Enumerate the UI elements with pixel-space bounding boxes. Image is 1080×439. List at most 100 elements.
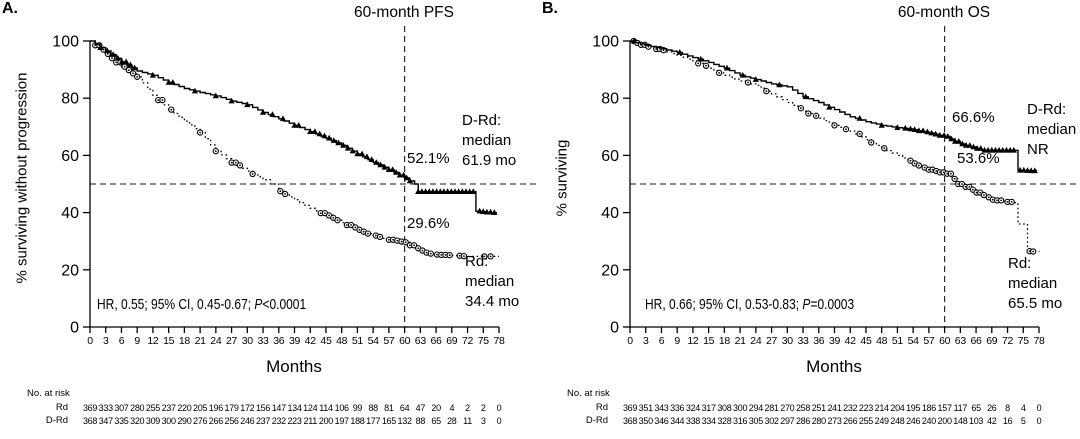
censor-marker-circle-dot <box>705 64 707 67</box>
at-risk-count: 132 <box>398 416 412 426</box>
censor-marker-circle-dot <box>964 186 967 188</box>
censor-marker-triangle <box>894 124 901 130</box>
censor-marker-circle-dot <box>404 241 407 244</box>
at-risk-count: 350 <box>639 416 653 426</box>
censor-marker-triangle <box>944 133 951 139</box>
censor-marker-triangle <box>212 92 219 99</box>
at-risk-count: 2 <box>481 403 486 413</box>
x-axis-label: Months <box>266 357 322 376</box>
censor-marker-triangle <box>279 115 287 122</box>
at-risk-count: 65 <box>431 416 441 426</box>
at-risk-header: No. at risk <box>567 388 610 399</box>
y-tick-label: 40 <box>61 205 79 222</box>
y-tick-label: 80 <box>601 91 619 108</box>
panel-title: 60-month PFS <box>354 4 454 21</box>
x-tick-label: 30 <box>782 335 794 347</box>
x-tick-label: 27 <box>226 335 238 347</box>
x-tick-label: 3 <box>103 335 109 347</box>
at-risk-count: 4 <box>449 403 454 413</box>
censor-marker-triangle <box>1031 167 1038 174</box>
censor-marker-triangle <box>959 140 966 147</box>
censor-marker-circle-dot <box>106 53 109 55</box>
at-risk-count: 290 <box>177 416 191 426</box>
censor-marker-triangle <box>349 147 356 154</box>
censor-marker-triangle <box>491 209 498 215</box>
survival-curve-rd <box>90 40 499 258</box>
rd-median-line: Rd: <box>465 253 489 270</box>
censor-marker-circle-dot <box>358 228 361 231</box>
x-tick-label: 72 <box>462 335 474 347</box>
drd-median-annotation: D-Rd: median 61.9 mo <box>462 111 516 171</box>
at-risk-count: 276 <box>193 416 207 426</box>
censor-marker-circle-dot <box>444 254 447 256</box>
rd-landmark-rate: 29.6% <box>407 215 450 232</box>
rd-median-line: median <box>465 273 515 290</box>
at-risk-count: 347 <box>99 416 113 426</box>
at-risk-count: 134 <box>287 403 301 413</box>
p-symbol: P <box>802 296 811 313</box>
at-risk-count: 3 <box>481 416 486 426</box>
at-risk-count: 5 <box>1021 416 1026 426</box>
x-tick-label: 9 <box>674 335 680 347</box>
at-risk-count: 124 <box>303 403 317 413</box>
censor-marker-triangle <box>970 143 977 150</box>
censor-marker-circle-dot <box>199 131 202 134</box>
censor-marker-triangle <box>165 79 172 85</box>
censor-marker-circle-dot <box>350 224 352 226</box>
censor-marker-triangle <box>321 132 328 139</box>
censor-marker-triangle <box>826 103 833 110</box>
x-tick-label: 24 <box>210 335 222 347</box>
censor-marker-circle-dot <box>362 230 365 233</box>
censor-marker-circle-dot <box>647 45 650 48</box>
at-risk-count: 148 <box>953 416 967 426</box>
censor-marker-triangle <box>228 97 235 104</box>
censor-marker-triangle <box>941 132 948 138</box>
drd-median-line: median <box>462 132 512 149</box>
at-risk-count: 88 <box>368 403 378 413</box>
at-risk-count: 11 <box>463 416 472 426</box>
censor-marker-circle-dot <box>1032 250 1035 253</box>
at-risk-count: 305 <box>749 416 763 426</box>
hazard-ratio-text: HR, 0.55; 95% CI, 0.45-0.67; P<0.0001 <box>97 296 306 313</box>
censor-marker-circle-dot <box>400 240 403 243</box>
censor-marker-triangle <box>316 130 323 137</box>
at-risk-count: 26 <box>987 403 997 413</box>
x-tick-label: 42 <box>845 335 857 347</box>
rd-median-line: Rd: <box>1008 255 1032 272</box>
censor-marker-circle-dot <box>845 128 847 131</box>
censor-marker-triangle <box>373 159 380 165</box>
x-tick-label: 66 <box>431 335 443 347</box>
at-risk-count: 200 <box>319 416 333 426</box>
at-risk-count: 165 <box>382 416 396 426</box>
at-risk-count: 211 <box>304 416 318 426</box>
at-risk-count: 205 <box>193 403 207 413</box>
censor-marker-triangle <box>631 37 638 44</box>
at-risk-count: 307 <box>114 403 128 413</box>
censor-marker-circle-dot <box>718 72 720 74</box>
drd-median-line: D-Rd: <box>462 112 502 129</box>
hr-prefix: HR, 0.55; 95% CI, 0.45-0.67; <box>97 296 255 313</box>
censor-marker-circle-dot <box>239 164 241 167</box>
censor-marker-triangle <box>110 51 117 57</box>
at-risk-count: 232 <box>272 416 286 426</box>
y-tick-label: 80 <box>61 91 79 108</box>
at-risk-count: 65 <box>971 403 981 413</box>
censor-marker-triangle <box>118 58 126 65</box>
censor-marker-circle-dot <box>409 244 411 247</box>
censor-marker-circle-dot <box>251 173 254 175</box>
censor-marker-circle-dot <box>332 216 335 219</box>
at-risk-count: 300 <box>162 416 176 426</box>
at-risk-count: 0 <box>1037 403 1042 413</box>
x-tick-label: 12 <box>687 335 699 347</box>
at-risk-count: 308 <box>717 403 731 413</box>
panel-letter: A. <box>2 0 18 17</box>
x-tick-label: 51 <box>892 335 904 347</box>
censor-marker-circle-dot <box>747 81 749 84</box>
y-axis-label: % surviving without progression <box>13 72 31 284</box>
censor-marker-circle-dot <box>336 219 339 222</box>
x-tick-label: 78 <box>493 335 505 347</box>
censor-marker-circle-dot <box>961 183 963 185</box>
censor-marker-circle-dot <box>968 186 971 188</box>
panel-letter: B. <box>542 0 558 17</box>
